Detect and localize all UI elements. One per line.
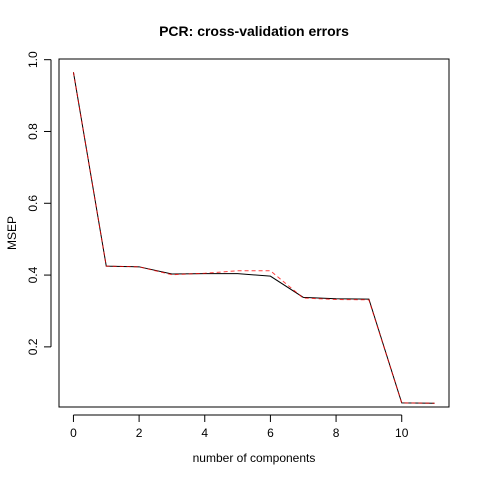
y-tick-label: 1.0 — [26, 51, 40, 68]
y-tick-label: 0.6 — [26, 195, 40, 212]
y-tick-label: 0.2 — [26, 338, 40, 355]
y-axis-label: MSEP — [5, 216, 19, 250]
plot-frame — [58, 58, 450, 408]
series-line-dashed — [72, 72, 435, 404]
x-tick-label: 2 — [136, 426, 143, 440]
x-tick-label: 4 — [201, 426, 208, 440]
x-axis-label: number of components — [193, 451, 316, 465]
y-tick-label: 0.8 — [26, 123, 40, 140]
x-tick-label: 6 — [267, 426, 274, 440]
y-axis: 0.2 0.4 0.6 0.8 1.0 — [26, 51, 52, 355]
x-tick-label: 0 — [70, 426, 77, 440]
chart-title: PCR: cross-validation errors — [159, 23, 349, 39]
series-line-solid — [72, 72, 435, 404]
x-axis: 0 2 4 6 8 10 — [70, 414, 409, 440]
y-tick-label: 0.4 — [26, 266, 40, 283]
x-tick-label: 8 — [333, 426, 340, 440]
series-layer — [72, 72, 435, 404]
x-tick-label: 10 — [395, 426, 409, 440]
